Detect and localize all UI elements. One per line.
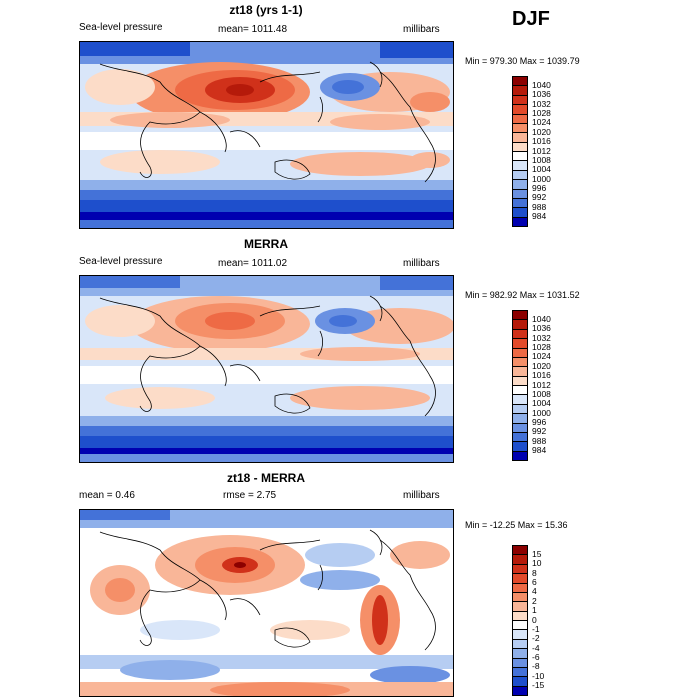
colorbar-1-tick-label: 1012 [532,145,551,156]
colorbar-2-tick-label: 988 [532,435,547,446]
colorbar-1-tick-label: 984 [532,211,547,222]
panel-2-colorbar [512,310,528,461]
slp-model-map [80,42,453,228]
colorbar-2-tick-label: 1040 [532,313,551,324]
panel-3-colorbar [512,545,528,696]
colorbar-3-tick-label: 1 [532,605,537,616]
panel-2-minmax: Min = 982.92 Max = 1031.52 [465,290,580,300]
colorbar-3-tick-label: -2 [532,633,540,644]
colorbar-3-tick-label: 4 [532,586,537,597]
colorbar-3-tick-label: -1 [532,623,540,634]
slp-difference-map [80,510,453,696]
colorbar-1-tick-label: 1020 [532,126,551,137]
panel-3-mean: mean = 0.46 [79,490,135,501]
colorbar-3-tick-label: 2 [532,595,537,606]
panel-3-rmse: rmse = 2.75 [223,490,277,501]
colorbar-2-tick-label: 1012 [532,379,551,390]
panel-1-title: zt18 (yrs 1-1) [229,3,303,17]
colorbar-2-tick-label: 1020 [532,360,551,371]
colorbar-1-tick-label: 1028 [532,108,551,118]
colorbar-2-tick-label: 1000 [532,407,551,418]
panel-1-units: millibars [403,24,440,35]
panel-1-colorbar [512,76,528,227]
colorbar-3-swatch [512,685,528,696]
panel-2-variable: Sea-level pressure [79,256,163,267]
panel-2-units: millibars [403,258,440,269]
colorbar-1-tick-label: 1016 [532,136,551,147]
panel-1-map [79,41,454,229]
colorbar-1-tick-label: 1024 [532,117,551,128]
colorbar-2-tick-label: 1036 [532,323,551,334]
colorbar-3-tick-label: 0 [532,614,537,625]
colorbar-1-swatch [512,216,528,227]
colorbar-3-tick-label: -10 [532,670,545,681]
colorbar-2-tick-label: 1008 [532,388,551,399]
colorbar-1-tick-label: 1008 [532,154,551,165]
panel-2-title: MERRA [244,237,288,251]
colorbar-2-tick-label: 1024 [532,351,551,362]
colorbar-2-tick-label: 1016 [532,370,551,381]
panel-2-mean: mean= 1011.02 [218,258,288,269]
colorbar-2-tick-label: 1028 [532,342,551,352]
colorbar-1-tick-label: 1036 [532,89,551,100]
colorbar-3-tick-label: -6 [532,652,540,662]
colorbar-1-tick-label: 1040 [532,79,551,90]
colorbar-2-tick-label: 1032 [532,332,551,343]
panel-1-minmax: Min = 979.30 Max = 1039.79 [465,56,580,66]
colorbar-2-tick-label: 992 [532,426,547,437]
panel-3-map [79,509,454,697]
colorbar-1-tick-label: 1000 [532,173,551,184]
colorbar-2-swatch [512,450,528,461]
colorbar-3-tick-label: 6 [532,577,537,587]
panel-3-title: zt18 - MERRA [226,471,305,485]
colorbar-1-tick-label: 1032 [532,98,551,109]
colorbar-1-tick-label: 1004 [532,164,551,175]
colorbar-3-tick-label: 8 [532,567,537,578]
colorbar-2-tick-label: 984 [532,445,547,456]
season-label: DJF [512,8,550,30]
colorbar-3-tick-label: 10 [532,558,542,569]
colorbar-3-tick-label: -8 [532,661,540,672]
colorbar-3-tick-label: -4 [532,642,540,653]
colorbar-3-tick-label: -15 [532,680,545,691]
slp-reanalysis-map [80,276,453,462]
colorbar-1-tick-label: 988 [532,201,547,212]
panel-2-map [79,275,454,463]
colorbar-1-tick-label: 992 [532,192,547,203]
colorbar-2-tick-label: 1004 [532,398,551,409]
colorbar-3-tick-label: 15 [532,548,542,559]
panel-3-minmax: Min = -12.25 Max = 15.36 [465,520,568,530]
colorbar-1-tick-label: 996 [532,183,547,193]
panel-1-variable: Sea-level pressure [79,22,163,33]
panel-3-units: millibars [403,490,440,501]
colorbar-2-tick-label: 996 [532,417,547,427]
panel-1-mean: mean= 1011.48 [218,24,288,35]
